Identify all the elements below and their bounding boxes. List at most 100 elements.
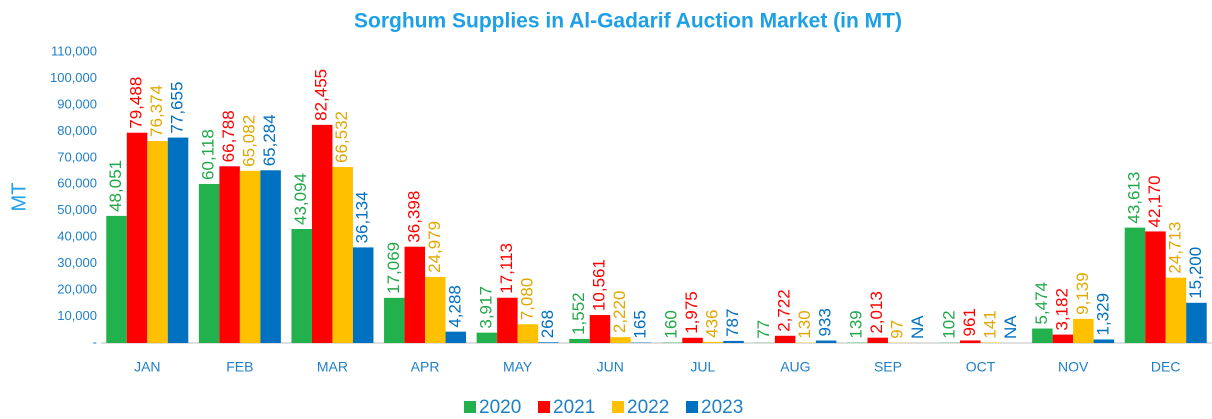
data-label: 36,134 [353, 191, 372, 243]
data-label: 3,182 [1052, 288, 1071, 331]
data-label: 79,488 [127, 77, 146, 129]
x-tick-label: JUN [597, 359, 624, 375]
data-label: 268 [538, 310, 557, 338]
bar [106, 215, 127, 343]
bar [517, 324, 539, 343]
y-tick-label: 10,000 [57, 308, 97, 323]
data-label: 48,051 [106, 160, 125, 212]
x-tick-label: AUG [780, 359, 810, 375]
y-tick-label: - [93, 334, 97, 349]
data-label: NA [908, 315, 927, 339]
data-label: 66,532 [332, 111, 351, 163]
y-tick-label: 80,000 [57, 123, 97, 138]
data-label: 24,713 [1165, 222, 1184, 274]
bar [1052, 334, 1074, 343]
data-label: 76,374 [147, 85, 166, 137]
data-label: 141 [980, 310, 999, 338]
bar [291, 228, 312, 343]
data-label: 77 [754, 320, 773, 339]
data-label: 60,118 [199, 129, 218, 180]
data-label: 4,288 [445, 285, 464, 328]
x-tick-label: SEP [874, 359, 902, 375]
legend-label: 2023 [701, 397, 743, 418]
y-tick-label: 100,000 [50, 70, 97, 85]
x-tick-label: FEB [226, 359, 253, 375]
bar [1145, 231, 1166, 343]
data-label: 3,917 [476, 286, 495, 329]
bar [198, 183, 220, 343]
y-tick-label: 50,000 [57, 202, 97, 217]
bar [445, 331, 467, 343]
x-tick-label: JAN [134, 359, 160, 375]
legend-label: 2021 [553, 397, 595, 418]
legend-swatch [538, 401, 550, 413]
bar [239, 170, 261, 343]
x-tick-label: MAR [317, 359, 348, 375]
data-label: 139 [847, 310, 866, 338]
data-label: 82,455 [312, 69, 331, 121]
data-label: 2,722 [775, 289, 794, 332]
x-tick-label: JUL [690, 359, 715, 375]
data-label: 10,561 [589, 259, 608, 311]
bar [1032, 328, 1053, 343]
bar [476, 332, 498, 343]
data-label: 24,979 [425, 221, 444, 273]
bar [425, 276, 446, 343]
bar [702, 341, 724, 343]
data-label: 1,329 [1093, 293, 1112, 336]
bar [774, 335, 796, 343]
data-label: 2,220 [610, 291, 629, 334]
data-label: 5,474 [1032, 282, 1051, 325]
bar [1124, 227, 1146, 343]
bar [404, 246, 426, 343]
legend-swatch [612, 401, 624, 413]
bar [723, 340, 744, 343]
bar [1165, 277, 1187, 343]
x-tick-label: NOV [1058, 359, 1089, 375]
data-label: 77,655 [168, 82, 187, 134]
bar [147, 140, 168, 343]
bar [260, 170, 281, 343]
legend-swatch [686, 401, 698, 413]
bar [352, 247, 374, 343]
chart-title: Sorghum Supplies in Al-Gadarif Auction M… [354, 10, 902, 33]
bar [538, 342, 559, 343]
bar [867, 337, 888, 343]
bar [1073, 318, 1094, 343]
data-label: 43,613 [1124, 172, 1143, 224]
data-label: 102 [939, 310, 958, 338]
x-tick-label: DEC [1151, 359, 1181, 375]
data-label: 43,094 [291, 173, 310, 225]
bar [311, 124, 333, 343]
y-tick-label: 90,000 [57, 96, 97, 111]
data-label: 165 [630, 310, 649, 338]
data-label: 160 [662, 310, 681, 338]
legend-label: 2020 [479, 397, 521, 418]
bar [589, 315, 611, 343]
y-tick-label: 110,000 [51, 43, 97, 58]
bar [569, 338, 590, 343]
data-label: 933 [816, 308, 835, 336]
y-tick-label: 70,000 [57, 149, 97, 164]
x-tick-label: APR [411, 359, 440, 375]
data-label: 97 [888, 320, 907, 339]
legend-label: 2022 [627, 397, 669, 418]
bar [960, 340, 981, 343]
data-label: 42,170 [1145, 175, 1164, 227]
data-label: 65,284 [260, 114, 279, 166]
y-tick-label: 20,000 [57, 282, 97, 297]
data-label: 1,552 [569, 292, 588, 335]
bar [167, 137, 189, 343]
data-label: 961 [960, 308, 979, 336]
bar [219, 166, 240, 343]
bar [1093, 339, 1115, 343]
legend-swatch [464, 401, 476, 413]
y-tick-label: 60,000 [57, 176, 97, 191]
data-label: 17,069 [384, 242, 403, 294]
data-label: 17,113 [497, 243, 516, 294]
bar [384, 297, 405, 343]
data-label: NA [1001, 315, 1020, 339]
data-label: 787 [723, 309, 742, 337]
bar [332, 166, 353, 343]
